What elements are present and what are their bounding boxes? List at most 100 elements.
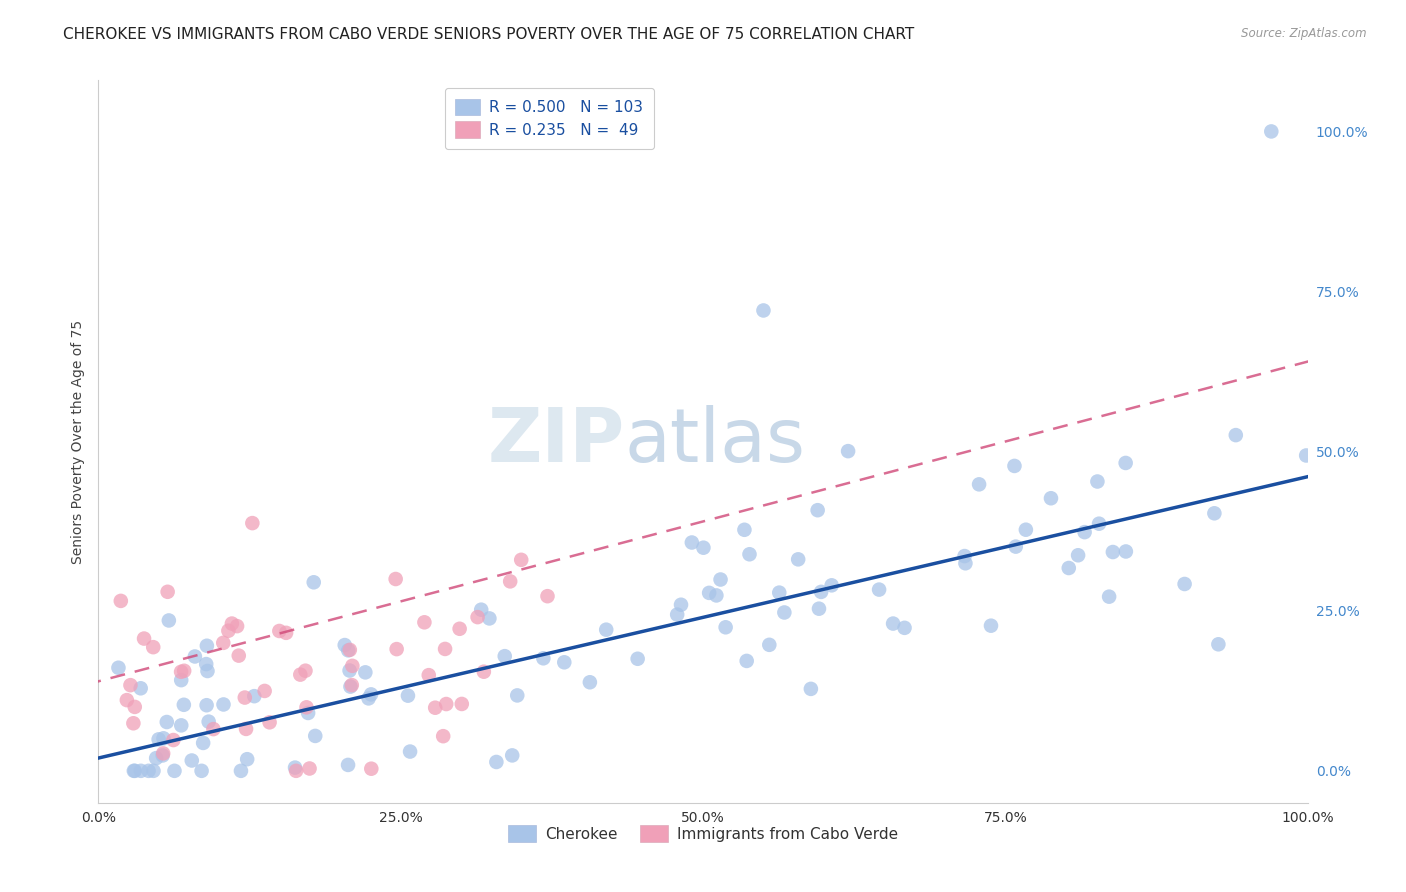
Point — [425, 700, 447, 714]
Point — [955, 556, 977, 570]
Point — [122, 716, 145, 731]
Point — [217, 624, 239, 638]
Point — [152, 747, 174, 761]
Point — [360, 687, 382, 701]
Point — [738, 547, 761, 561]
Point — [418, 668, 440, 682]
Point — [768, 585, 790, 599]
Point — [156, 714, 179, 729]
Point — [294, 664, 316, 678]
Point — [274, 625, 297, 640]
Point — [1204, 506, 1226, 520]
Point — [284, 761, 307, 775]
Point — [485, 755, 508, 769]
Point — [304, 729, 326, 743]
Point — [821, 578, 844, 592]
Point — [1115, 456, 1137, 470]
Point — [124, 764, 146, 778]
Point — [467, 610, 489, 624]
Point — [967, 477, 990, 491]
Point — [553, 655, 575, 669]
Point — [434, 642, 457, 657]
Point — [773, 606, 796, 620]
Point — [1088, 516, 1111, 531]
Point — [285, 764, 308, 778]
Point — [450, 697, 472, 711]
Point — [132, 632, 155, 646]
Point — [142, 764, 165, 778]
Point — [298, 762, 321, 776]
Point — [212, 636, 235, 650]
Point — [120, 678, 142, 692]
Point — [202, 722, 225, 736]
Point — [297, 706, 319, 720]
Text: CHEROKEE VS IMMIGRANTS FROM CABO VERDE SENIORS POVERTY OVER THE AGE OF 75 CORREL: CHEROKEE VS IMMIGRANTS FROM CABO VERDE S… — [63, 27, 914, 42]
Point — [472, 665, 495, 679]
Point — [396, 689, 419, 703]
Point — [302, 575, 325, 590]
Point — [197, 664, 219, 678]
Point — [692, 541, 714, 555]
Point — [501, 748, 523, 763]
Point — [868, 582, 890, 597]
Point — [1004, 458, 1026, 473]
Point — [697, 586, 720, 600]
Point — [337, 643, 360, 657]
Point — [1115, 544, 1137, 558]
Point — [221, 616, 243, 631]
Point — [752, 303, 775, 318]
Point — [170, 673, 193, 687]
Text: ZIP: ZIP — [486, 405, 624, 478]
Point — [148, 732, 170, 747]
Point — [893, 621, 915, 635]
Point — [360, 762, 382, 776]
Point — [110, 594, 132, 608]
Point — [669, 598, 692, 612]
Point — [1004, 540, 1026, 554]
Point — [228, 648, 250, 663]
Point — [499, 574, 522, 589]
Point — [980, 618, 1002, 632]
Point — [152, 731, 174, 746]
Point — [714, 620, 737, 634]
Point — [1260, 124, 1282, 138]
Point — [470, 603, 492, 617]
Point — [434, 697, 457, 711]
Point — [800, 681, 823, 696]
Point — [195, 698, 218, 713]
Point — [384, 572, 406, 586]
Point — [339, 664, 361, 678]
Point — [706, 589, 728, 603]
Point — [333, 638, 356, 652]
Point — [337, 758, 360, 772]
Point — [295, 700, 318, 714]
Point — [807, 503, 830, 517]
Point — [157, 614, 180, 628]
Point — [233, 690, 256, 705]
Point — [413, 615, 436, 630]
Point — [342, 658, 364, 673]
Point — [506, 689, 529, 703]
Point — [226, 619, 249, 633]
Point — [510, 553, 533, 567]
Point — [170, 665, 193, 679]
Point — [162, 733, 184, 747]
Point — [807, 601, 830, 615]
Point — [122, 764, 145, 778]
Point — [579, 675, 602, 690]
Point — [681, 535, 703, 549]
Point — [733, 523, 755, 537]
Point — [666, 607, 689, 622]
Point — [197, 714, 219, 729]
Y-axis label: Seniors Poverty Over the Age of 75: Seniors Poverty Over the Age of 75 — [70, 319, 84, 564]
Point — [170, 718, 193, 732]
Point — [180, 754, 202, 768]
Point — [709, 573, 731, 587]
Point — [115, 693, 138, 707]
Point — [882, 616, 904, 631]
Point — [156, 584, 179, 599]
Point — [1295, 449, 1317, 463]
Point — [531, 651, 554, 665]
Point — [494, 649, 516, 664]
Point — [837, 444, 859, 458]
